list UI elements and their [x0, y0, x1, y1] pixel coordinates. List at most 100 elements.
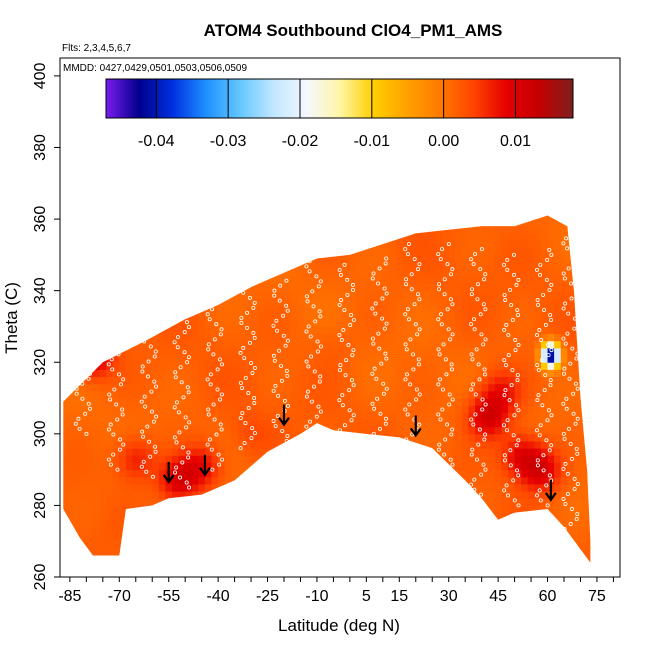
- heatmap-cell: [607, 527, 614, 535]
- heatmap-cell: [402, 240, 410, 249]
- heatmap-cell: [448, 498, 456, 506]
- heatmap-cell: [218, 405, 226, 413]
- heatmap-cell: [297, 215, 305, 220]
- heatmap-cell: [613, 427, 620, 435]
- heatmap-cell: [139, 433, 147, 442]
- heatmap-cell: [172, 498, 180, 506]
- heatmap-cell: [112, 419, 120, 428]
- heatmap-cell: [356, 319, 364, 327]
- heatmap-cell: [356, 233, 364, 242]
- track-sample-point: [304, 264, 309, 269]
- heatmap-cell: [79, 215, 87, 220]
- heatmap-cell: [409, 512, 417, 521]
- heatmap-cell: [198, 362, 206, 370]
- heatmap-cell: [607, 291, 614, 299]
- track-sample-point: [180, 460, 185, 465]
- heatmap-cell: [185, 262, 193, 270]
- heatmap-cell: [547, 326, 555, 335]
- heatmap-cell: [554, 398, 562, 406]
- heatmap-cell: [534, 347, 542, 356]
- heatmap-cell: [192, 205, 199, 213]
- heatmap-cell: [554, 205, 561, 213]
- heatmap-cell: [448, 412, 456, 421]
- heatmap-cell: [475, 262, 483, 270]
- heatmap-cell: [204, 398, 213, 406]
- track-sample-point: [350, 282, 355, 287]
- heatmap-cell: [73, 548, 81, 557]
- track-sample-point: [505, 493, 510, 498]
- heatmap-cell: [92, 376, 101, 385]
- heatmap-cell: [132, 519, 140, 528]
- heatmap-cell: [284, 312, 292, 320]
- heatmap-cell: [172, 505, 180, 514]
- heatmap-cell: [86, 412, 94, 421]
- heatmap-cell: [356, 498, 364, 506]
- heatmap-cell: [514, 290, 522, 299]
- heatmap-cell: [422, 198, 429, 206]
- heatmap-cell: [270, 412, 278, 421]
- heatmap-cell: [330, 498, 338, 506]
- heatmap-cell: [145, 426, 153, 435]
- heatmap-cell: [382, 219, 390, 227]
- heatmap-cell: [316, 433, 325, 442]
- heatmap-cell: [119, 269, 127, 277]
- heatmap-cell: [501, 448, 509, 456]
- heatmap-cell: [92, 448, 101, 456]
- heatmap-cell: [449, 570, 456, 578]
- heatmap-cell: [409, 526, 417, 535]
- heatmap-cell: [534, 390, 542, 399]
- heatmap-cell: [527, 519, 535, 528]
- heatmap-cell: [284, 297, 292, 306]
- track-sample-point: [284, 438, 289, 443]
- heatmap-cell: [389, 276, 397, 284]
- heatmap-cell: [422, 297, 430, 306]
- heatmap-cell: [119, 505, 127, 514]
- track-sample-point: [215, 367, 220, 372]
- heatmap-cell: [139, 563, 146, 571]
- heatmap-cell: [382, 448, 390, 456]
- heatmap-cell: [356, 505, 364, 514]
- heatmap-cell: [204, 215, 213, 220]
- heatmap-cell: [251, 390, 259, 399]
- heatmap-cell: [613, 355, 620, 363]
- heatmap-cell: [501, 219, 509, 227]
- heatmap-cell: [218, 283, 226, 292]
- heatmap-cell: [330, 526, 338, 535]
- heatmap-cell: [508, 448, 516, 456]
- heatmap-cell: [455, 512, 463, 521]
- heatmap-cell: [191, 312, 199, 320]
- heatmap-cell: [145, 215, 153, 220]
- heatmap-cell: [145, 440, 153, 449]
- heatmap-cell: [560, 297, 568, 306]
- heatmap-cell: [185, 483, 193, 492]
- heatmap-cell: [613, 405, 620, 413]
- track-sample-point: [448, 457, 453, 462]
- track-sample-point: [180, 445, 185, 450]
- heatmap-cell: [290, 405, 298, 413]
- heatmap-cell: [323, 219, 331, 227]
- heatmap-cell: [455, 326, 463, 335]
- heatmap-cell: [158, 519, 166, 528]
- heatmap-cell: [284, 276, 292, 284]
- heatmap-cell: [106, 512, 114, 521]
- heatmap-cell: [172, 390, 180, 399]
- heatmap-cell: [540, 491, 549, 499]
- heatmap-cell: [567, 276, 575, 284]
- heatmap-cell: [547, 240, 555, 249]
- heatmap-cell: [73, 412, 81, 421]
- heatmap-cell: [422, 512, 430, 521]
- heatmap-cell: [132, 340, 140, 349]
- track-sample-point: [80, 396, 85, 401]
- heatmap-cell: [475, 326, 483, 335]
- heatmap-cell: [270, 276, 278, 284]
- heatmap-cell: [481, 312, 489, 320]
- heatmap-cell: [382, 347, 390, 356]
- heatmap-cell: [402, 219, 410, 227]
- heatmap-cell: [442, 462, 450, 471]
- heatmap-cell: [508, 512, 516, 521]
- heatmap-cell: [600, 255, 607, 263]
- heatmap-cell: [330, 519, 338, 528]
- heatmap-cell: [376, 198, 383, 206]
- heatmap-cell: [158, 419, 166, 428]
- heatmap-cell: [284, 347, 292, 356]
